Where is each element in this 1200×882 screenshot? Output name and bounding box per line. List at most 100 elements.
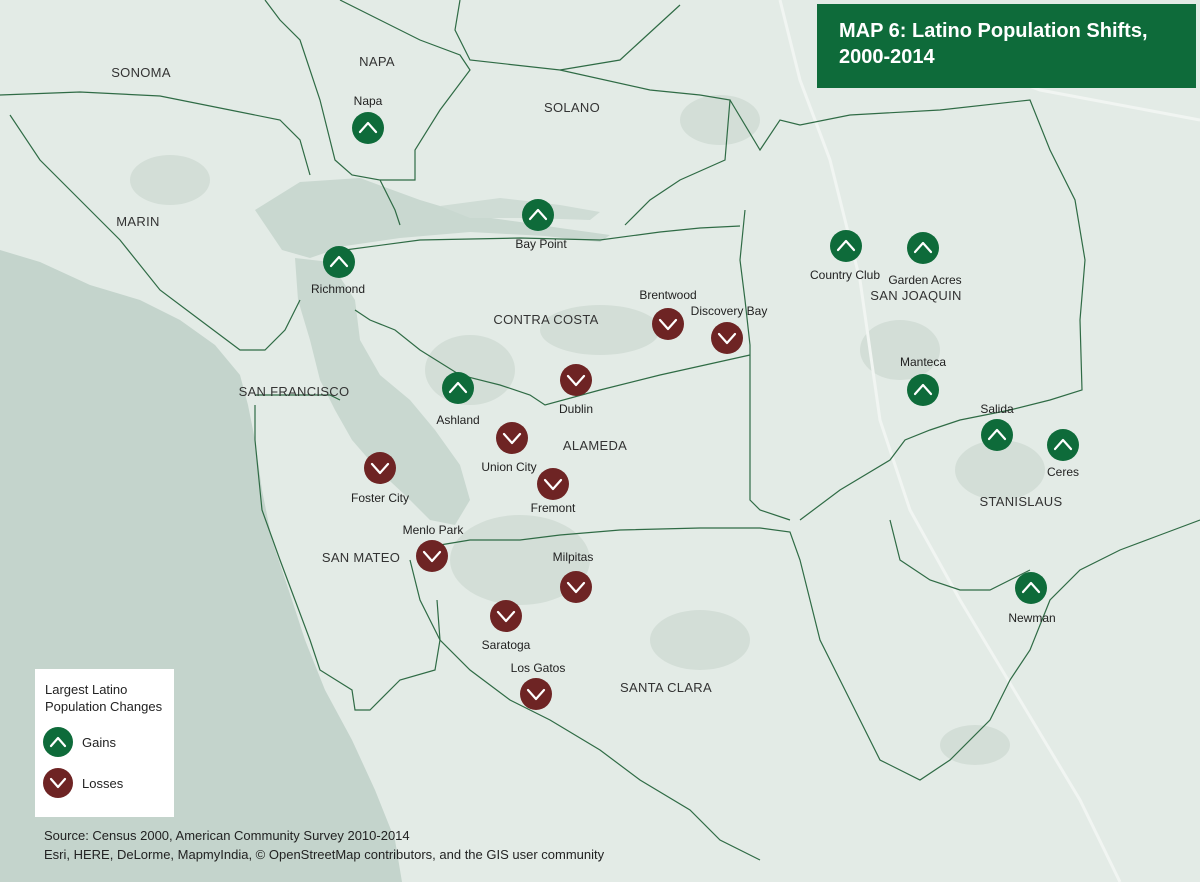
place-marker-milpitas: Milpitas (553, 550, 594, 603)
county-label-contra-costa: CONTRA COSTA (493, 312, 598, 327)
county-label-sonoma: SONOMA (111, 65, 171, 80)
place-label-richmond: Richmond (311, 282, 365, 296)
loss-marker-circle (652, 308, 684, 340)
place-label-los-gatos: Los Gatos (511, 661, 566, 675)
loss-marker-circle (416, 540, 448, 572)
san-pablo-bay (255, 178, 610, 258)
county-label-napa: NAPA (359, 54, 395, 69)
gain-marker-circle (1047, 429, 1079, 461)
place-marker-bay-point: Bay Point (515, 199, 567, 251)
place-marker-ashland: Ashland (436, 372, 480, 427)
county-label-marin: MARIN (116, 214, 159, 229)
chevron-down-icon (422, 550, 442, 563)
county-label-stanislaus: STANISLAUS (980, 494, 1063, 509)
source-credits: Source: Census 2000, American Community … (44, 826, 604, 864)
legend-heading-line2: Population Changes (45, 699, 163, 714)
chevron-up-icon (836, 239, 856, 252)
place-label-garden-acres: Garden Acres (888, 273, 961, 287)
place-marker-dublin: Dublin (559, 364, 593, 416)
loss-marker-circle (496, 422, 528, 454)
county-label-solano: SOLANO (544, 100, 600, 115)
source-line: Source: Census 2000, American Community … (44, 828, 410, 843)
suisun-bay (440, 198, 600, 220)
county-label-san-mateo: SAN MATEO (322, 550, 400, 565)
place-marker-foster-city: Foster City (351, 452, 409, 505)
legend-row-gains: Gains (43, 727, 116, 757)
chevron-down-icon (502, 432, 522, 445)
loss-marker-circle (364, 452, 396, 484)
loss-marker-circle (520, 678, 552, 710)
gain-marker-circle (323, 246, 355, 278)
chevron-down-icon (658, 318, 678, 331)
place-marker-saratoga: Saratoga (482, 600, 531, 652)
place-marker-newman: Newman (1008, 572, 1056, 625)
chevron-up-icon (528, 208, 548, 221)
place-marker-discovery-bay: Discovery Bay (691, 304, 768, 354)
place-label-discovery-bay: Discovery Bay (691, 304, 768, 318)
map-title: MAP 6: Latino Population Shifts, 2000-20… (817, 4, 1196, 88)
place-marker-garden-acres: Garden Acres (888, 232, 962, 287)
gain-marker-circle (442, 372, 474, 404)
legend-heading: Largest Latino Population Changes (45, 681, 166, 715)
chevron-down-icon (543, 478, 563, 491)
place-label-saratoga: Saratoga (482, 638, 531, 652)
place-marker-manteca: Manteca (900, 355, 946, 406)
place-label-napa: Napa (354, 94, 383, 108)
loss-marker-circle (490, 600, 522, 632)
place-markers: Napa Bay Point Richmond Country Club Garden … (311, 94, 1079, 710)
chevron-down-icon (566, 581, 586, 594)
legend: Largest Latino Population Changes Gains … (35, 669, 174, 817)
chevron-up-icon (987, 428, 1007, 441)
county-labels: SONOMA NAPA SOLANO MARIN CONTRA COSTA SA… (111, 54, 1062, 695)
chevron-up-icon (1053, 438, 1073, 451)
legend-losses-label: Losses (82, 775, 124, 791)
gain-marker-circle (981, 419, 1013, 451)
place-marker-menlo-park: Menlo Park (403, 523, 465, 572)
place-marker-salida: Salida (980, 402, 1014, 451)
gain-marker-circle (1015, 572, 1047, 604)
map-title-line2: 2000-2014 (839, 46, 935, 68)
place-label-union-city: Union City (481, 460, 536, 474)
chevron-up-icon (358, 121, 378, 134)
place-label-manteca: Manteca (900, 355, 946, 369)
chevron-down-icon (496, 610, 516, 623)
place-label-menlo-park: Menlo Park (403, 523, 465, 537)
place-marker-napa: Napa (352, 94, 384, 144)
place-label-salida: Salida (980, 402, 1014, 416)
place-label-country-club: Country Club (810, 268, 880, 282)
place-label-newman: Newman (1008, 611, 1055, 625)
county-label-alameda: ALAMEDA (563, 438, 627, 453)
county-label-san-joaquin: SAN JOAQUIN (870, 288, 961, 303)
chevron-up-icon (913, 241, 933, 254)
place-label-bay-point: Bay Point (515, 237, 567, 251)
loss-marker-circle (560, 364, 592, 396)
gain-marker-circle (830, 230, 862, 262)
place-label-dublin: Dublin (559, 402, 593, 416)
chevron-down-icon (370, 462, 390, 475)
gain-marker-circle (907, 374, 939, 406)
place-label-milpitas: Milpitas (553, 550, 594, 564)
place-marker-fremont: Fremont (531, 468, 576, 515)
legend-heading-line1: Largest Latino (45, 682, 128, 697)
place-label-ashland: Ashland (436, 413, 479, 427)
chevron-down-icon (566, 374, 586, 387)
loss-marker-circle (537, 468, 569, 500)
sf-bay (295, 258, 470, 525)
legend-row-losses: Losses (43, 768, 123, 798)
place-label-brentwood: Brentwood (639, 288, 696, 302)
place-marker-brentwood: Brentwood (639, 288, 697, 340)
place-marker-los-gatos: Los Gatos (511, 661, 566, 710)
map-title-line1: MAP 6: Latino Population Shifts, (839, 20, 1148, 42)
place-marker-country-club: Country Club (810, 230, 880, 282)
chevron-down-icon (43, 768, 73, 798)
place-marker-richmond: Richmond (311, 246, 365, 296)
legend-gains-label: Gains (82, 734, 116, 750)
loss-marker-circle (711, 322, 743, 354)
chevron-down-icon (717, 332, 737, 345)
place-label-ceres: Ceres (1047, 465, 1079, 479)
loss-marker-circle (560, 571, 592, 603)
chevron-up-icon (1021, 581, 1041, 594)
gain-marker-circle (522, 199, 554, 231)
attribution-line: Esri, HERE, DeLorme, MapmyIndia, © OpenS… (44, 847, 605, 862)
